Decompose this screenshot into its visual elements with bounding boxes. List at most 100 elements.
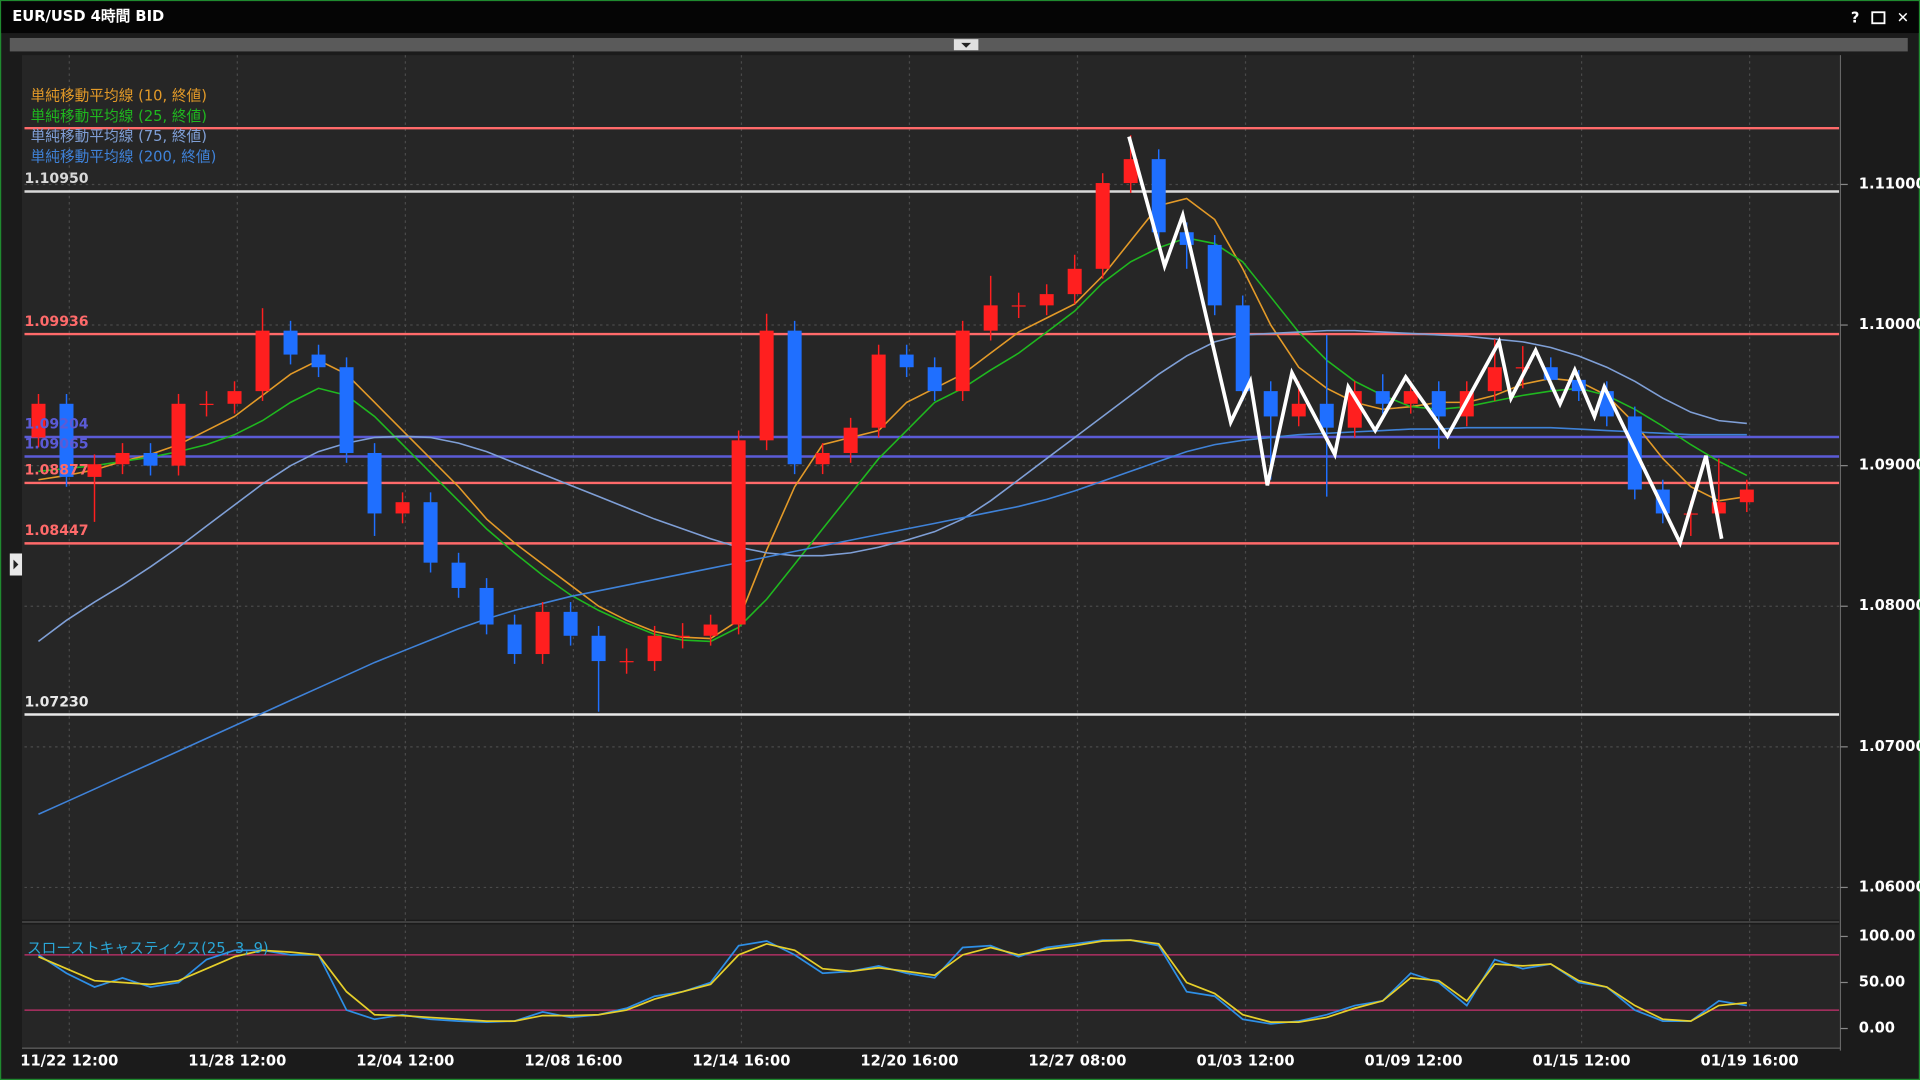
- x-tick-label: 11/22 12:00: [20, 1053, 118, 1070]
- candle-body: [1011, 305, 1026, 307]
- level-label: 1.08447: [24, 523, 88, 539]
- candle-body: [1095, 183, 1110, 269]
- candle-body: [479, 587, 494, 625]
- x-tick-label: 12/20 16:00: [860, 1053, 958, 1070]
- y-tick-label: 1.11000: [1859, 175, 1920, 192]
- candle-body: [59, 403, 74, 477]
- candle-body: [283, 330, 298, 355]
- candle-body: [927, 367, 942, 392]
- x-tick-label: 11/28 12:00: [188, 1053, 286, 1070]
- y-tick-label: 0.00: [1859, 1020, 1895, 1037]
- collapse-icon: [961, 42, 972, 48]
- candle-body: [675, 635, 690, 637]
- price-panel: [22, 55, 1840, 920]
- level-label: 1.09936: [24, 314, 88, 330]
- level-label: 1.07230: [24, 694, 88, 710]
- candle-body: [199, 403, 214, 406]
- x-tick-label: 12/04 12:00: [356, 1053, 454, 1070]
- candle-body: [395, 502, 410, 514]
- candle-body: [955, 330, 970, 392]
- candle-body: [1123, 159, 1138, 184]
- candle-body: [1487, 367, 1502, 392]
- close-button[interactable]: ✕: [1897, 9, 1909, 26]
- candle-body: [1403, 391, 1418, 404]
- candle-body: [339, 367, 354, 453]
- candle-body: [619, 661, 634, 663]
- x-tick-label: 12/08 16:00: [524, 1053, 622, 1070]
- candle-body: [899, 354, 914, 368]
- candle-body: [451, 562, 466, 588]
- candle-body: [1655, 489, 1670, 514]
- side-toggle-icon: [13, 559, 19, 570]
- candle-body: [647, 635, 662, 662]
- candle-body: [1263, 391, 1278, 417]
- x-tick-label: 01/03 12:00: [1196, 1053, 1294, 1070]
- candle-body: [731, 440, 746, 625]
- candle-body: [1683, 513, 1698, 515]
- y-tick-label: 1.10000: [1859, 316, 1920, 333]
- legend-entry: 単純移動平均線 (25, 終値): [31, 108, 207, 125]
- candle-body: [759, 330, 774, 441]
- candle-body: [843, 427, 858, 453]
- moving-average-line: [37, 329, 1747, 643]
- candle-body: [1739, 489, 1754, 503]
- candle-body: [983, 305, 998, 331]
- x-tick-label: 01/19 16:00: [1701, 1053, 1799, 1070]
- help-button[interactable]: ?: [1851, 9, 1860, 26]
- candle-body: [1291, 403, 1306, 417]
- y-tick-label: 1.07000: [1859, 738, 1920, 755]
- level-label: 1.08877: [24, 463, 88, 479]
- legend-entry: 単純移動平均線 (75, 終値): [31, 128, 207, 145]
- candle-body: [31, 403, 46, 438]
- level-label: 1.09065: [24, 436, 88, 452]
- candle-body: [1375, 391, 1390, 404]
- candle-body: [227, 391, 242, 404]
- stochastic-line: [38, 939, 1747, 1023]
- candle-body: [703, 624, 718, 636]
- x-tick-label: 01/09 12:00: [1364, 1053, 1462, 1070]
- candle-body: [787, 330, 802, 465]
- moving-average-line: [38, 426, 1747, 816]
- candle-body: [1151, 159, 1166, 233]
- candle-body: [535, 611, 550, 655]
- zigzag-annotation: [1127, 136, 1724, 548]
- candle-body: [87, 464, 102, 477]
- stochastic-plot: [24, 939, 1840, 1025]
- candle-body: [1319, 403, 1334, 428]
- candle-body: [1039, 294, 1054, 306]
- candle-body: [367, 452, 382, 514]
- level-label: 1.09204: [24, 417, 88, 433]
- y-tick-label: 50.00: [1859, 973, 1905, 990]
- candle-body: [563, 611, 578, 636]
- maximize-button[interactable]: [1871, 11, 1886, 25]
- y-tick-label: 1.09000: [1859, 457, 1920, 474]
- y-tick-label: 1.08000: [1859, 597, 1920, 614]
- panel-title: スローストキャスティクス(25, 3, 9): [27, 940, 269, 957]
- window-title: EUR/USD 4時間 BID: [12, 7, 164, 25]
- stochastic-panel: [22, 924, 1840, 1047]
- candle-body: [1431, 391, 1446, 417]
- candle-body: [871, 354, 886, 428]
- candle-body: [1067, 268, 1082, 295]
- candle-body: [1571, 379, 1586, 392]
- candle-body: [815, 452, 830, 465]
- candle-body: [591, 635, 606, 662]
- candle-body: [311, 354, 326, 368]
- candle-body: [1515, 367, 1530, 369]
- price-plot: [24, 126, 1840, 816]
- candle-body: [115, 452, 130, 465]
- candle-body: [255, 330, 270, 392]
- candle-body: [1235, 305, 1250, 392]
- level-label: 1.10950: [24, 171, 88, 187]
- candle-body: [1711, 502, 1726, 514]
- y-tick-label: 100.00: [1859, 927, 1916, 944]
- legend-entry: 単純移動平均線 (10, 終値): [31, 88, 207, 105]
- x-tick-label: 12/14 16:00: [692, 1053, 790, 1070]
- y-tick-label: 1.06000: [1859, 878, 1920, 895]
- candle-body: [143, 452, 158, 466]
- x-tick-label: 01/15 12:00: [1533, 1053, 1631, 1070]
- title-bar: [1, 1, 1919, 34]
- candle-body: [1207, 244, 1222, 306]
- label-layer: 11/22 12:00 11/28 12:00 12/04 12:00 12/08 1…: [20, 88, 1920, 1070]
